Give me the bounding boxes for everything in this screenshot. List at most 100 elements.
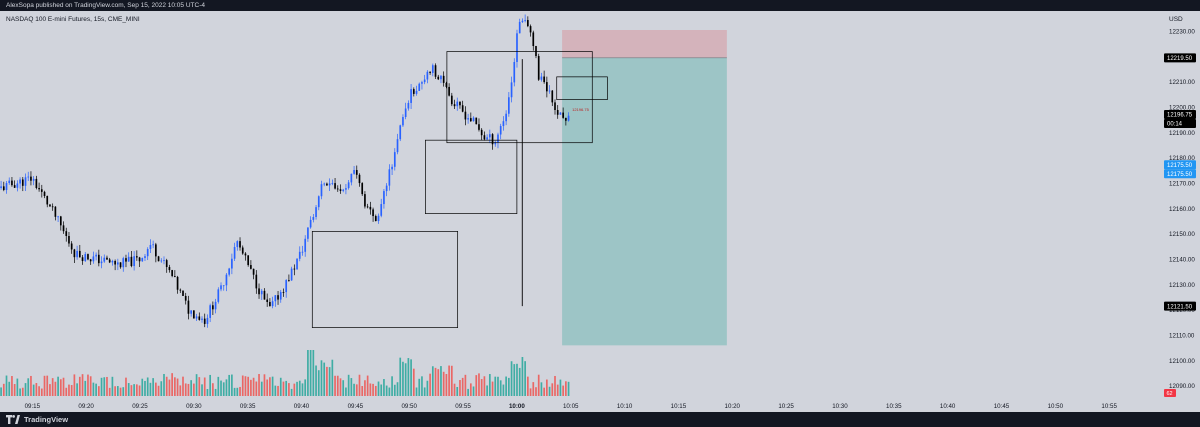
x-tick-label: 10:05 xyxy=(563,403,579,410)
candle-body xyxy=(421,82,423,84)
volume-bar xyxy=(141,378,144,396)
candle-body xyxy=(225,274,228,286)
candle-body xyxy=(13,185,16,188)
volume-bar xyxy=(195,374,198,396)
volume-bar xyxy=(491,381,494,396)
candle-body xyxy=(456,101,459,107)
candle-body xyxy=(507,97,510,114)
candle-body xyxy=(130,256,133,267)
candle-body xyxy=(532,32,535,47)
candle-body xyxy=(184,295,187,301)
price-axis[interactable]: 12230.0012220.0012210.0012200.0012190.00… xyxy=(1169,29,1195,391)
candle-body xyxy=(445,82,448,87)
x-tick-label: 10:00 xyxy=(509,403,525,410)
volume-bar xyxy=(364,380,366,396)
x-tick-label: 10:10 xyxy=(617,403,633,410)
candle-body xyxy=(559,112,562,115)
volume-bar xyxy=(345,387,347,396)
volume-bar xyxy=(494,376,497,396)
candle-body xyxy=(377,215,380,222)
candle-body xyxy=(27,176,30,178)
volume-bar xyxy=(247,376,250,396)
volume-bar xyxy=(402,361,404,396)
position-zones[interactable] xyxy=(562,29,727,346)
candle-body xyxy=(43,191,46,196)
candle-body xyxy=(361,183,364,195)
volume-bar xyxy=(231,374,233,396)
candle-body xyxy=(247,255,250,266)
candle-body xyxy=(59,216,62,226)
volume-bar xyxy=(0,387,2,396)
candle-body xyxy=(537,56,540,80)
candle-body xyxy=(73,249,76,258)
x-tick-label: 09:55 xyxy=(455,403,471,410)
volume-bar xyxy=(567,381,570,396)
volume-bar xyxy=(543,387,545,396)
candle-body xyxy=(486,137,488,140)
volume-bar xyxy=(374,385,377,396)
volume-bar xyxy=(518,367,521,396)
candle-body xyxy=(24,177,27,186)
candle-body xyxy=(149,244,152,250)
candle-body xyxy=(21,179,24,186)
volume-bar xyxy=(255,381,258,396)
volume-bar xyxy=(35,383,38,396)
x-tick-label: 10:25 xyxy=(778,403,794,410)
volume-bar xyxy=(459,380,461,396)
volume-bar xyxy=(540,382,543,396)
blue-price-tag-1: 12175.50 xyxy=(1167,163,1193,169)
volume-bar xyxy=(116,386,119,396)
candle-body xyxy=(54,206,57,217)
volume-bar xyxy=(510,361,513,396)
volume-bar xyxy=(193,383,195,396)
candle-body xyxy=(475,117,478,125)
candle-body xyxy=(160,260,163,262)
candle-body xyxy=(358,174,361,184)
x-tick-label: 10:20 xyxy=(725,403,741,410)
volume-bar xyxy=(269,377,271,396)
candle-body xyxy=(203,318,206,324)
volume-bar xyxy=(24,383,27,396)
candle-body xyxy=(483,135,486,140)
volume-bar xyxy=(535,387,537,396)
x-tick-label: 09:45 xyxy=(348,403,364,410)
volume-bar xyxy=(43,375,46,396)
volume-bar xyxy=(228,374,231,396)
candle-body xyxy=(136,256,138,258)
volume-bar xyxy=(263,374,266,396)
volume-bar xyxy=(467,388,469,396)
volume-bar xyxy=(184,383,187,396)
candle-body xyxy=(116,262,119,265)
volume-bars xyxy=(0,350,570,396)
x-tick-label: 10:40 xyxy=(940,403,956,410)
volume-bar xyxy=(502,384,505,396)
time-axis[interactable]: 09:15 09:20 09:25 09:30 09:35 09:40 09:45 09:50… xyxy=(25,403,1118,410)
candle-body xyxy=(168,267,171,271)
take-profit-zone xyxy=(562,57,727,346)
volume-bar xyxy=(119,387,122,396)
candle-body xyxy=(16,183,19,188)
y-tick-label: 12170.00 xyxy=(1169,181,1195,188)
volume-bar xyxy=(328,367,331,396)
price-chart[interactable]: NASDAQ 100 E-mini Futures, 15s, CME_MINI… xyxy=(0,11,1200,412)
volume-bar xyxy=(361,386,364,396)
candle-body xyxy=(380,204,383,216)
volume-bar xyxy=(393,384,396,396)
blue-price-tag-1-bg xyxy=(1164,160,1196,170)
candle-body xyxy=(89,259,92,262)
volume-bar xyxy=(100,377,103,396)
volume-bar xyxy=(396,382,399,396)
volume-bar xyxy=(114,386,116,396)
candle-body xyxy=(152,244,154,246)
volume-bar xyxy=(81,374,84,396)
candle-body xyxy=(179,289,182,291)
x-tick-label: 09:40 xyxy=(294,403,310,410)
candle-body xyxy=(141,257,144,262)
candle-body xyxy=(307,227,309,239)
candle-body xyxy=(279,292,282,300)
candle-body xyxy=(214,301,217,310)
drawings[interactable]: 12196.75 xyxy=(311,51,608,328)
candle-body xyxy=(488,134,491,138)
candle-body xyxy=(68,235,70,244)
volume-bar xyxy=(190,380,192,396)
